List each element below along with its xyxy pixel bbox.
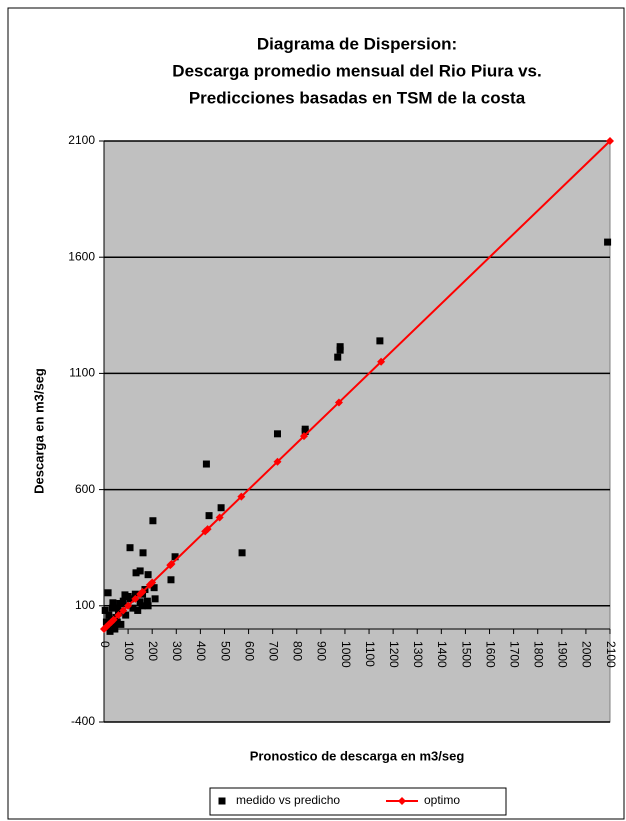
- y-tick-label: 2100: [68, 133, 95, 147]
- point: [273, 430, 281, 438]
- chart-title: Descarga promedio mensual del Rio Piura …: [172, 61, 541, 80]
- point: [114, 611, 123, 620]
- y-tick-label: 600: [75, 482, 95, 496]
- x-tick-label: 800: [291, 641, 305, 661]
- point: [205, 512, 213, 520]
- y-tick-label: 100: [75, 598, 95, 612]
- point: [117, 620, 125, 628]
- point: [113, 618, 121, 626]
- point: [376, 337, 384, 345]
- point: [116, 599, 124, 607]
- point: [334, 398, 343, 407]
- point: [203, 525, 212, 534]
- point: [139, 549, 147, 557]
- x-tick-label: 0: [98, 641, 112, 648]
- x-tick-label: 1700: [507, 641, 521, 668]
- point: [215, 513, 224, 522]
- point: [136, 567, 144, 575]
- point: [167, 576, 175, 584]
- x-tick-label: 2100: [604, 641, 618, 668]
- point: [148, 578, 157, 587]
- x-tick-label: 1100: [363, 641, 377, 667]
- y-tick-label: 1600: [68, 249, 95, 263]
- legend-marker: [218, 797, 226, 805]
- point: [119, 606, 128, 615]
- legend-marker: [398, 797, 406, 805]
- chart-title: Diagrama de Dispersion:: [257, 34, 457, 53]
- point: [273, 457, 282, 466]
- point: [106, 627, 114, 635]
- x-tick-label: 1000: [339, 641, 353, 668]
- point: [143, 597, 151, 605]
- point: [129, 604, 137, 612]
- point: [131, 594, 140, 603]
- point: [110, 620, 118, 628]
- point: [150, 584, 158, 592]
- x-tick-label: 1400: [435, 641, 449, 668]
- point: [604, 238, 612, 246]
- y-axis-title: Descarga en m3/seg: [31, 368, 46, 494]
- legend-label: medido vs predicho: [236, 793, 340, 807]
- x-tick-label: 600: [242, 641, 256, 661]
- point: [238, 549, 246, 557]
- legend-label: optimo: [424, 793, 460, 807]
- x-tick-label: 1500: [459, 641, 473, 668]
- point: [104, 589, 112, 597]
- point: [606, 137, 614, 145]
- point: [202, 460, 210, 468]
- point: [105, 611, 113, 619]
- plot-area: [103, 140, 611, 723]
- x-tick-label: 1800: [532, 641, 546, 668]
- point: [138, 587, 147, 596]
- point: [119, 597, 127, 605]
- point: [171, 553, 179, 561]
- point: [108, 604, 116, 612]
- point: [149, 517, 157, 525]
- chart-title: Predicciones basadas en TSM de la costa: [189, 88, 526, 107]
- point: [144, 602, 152, 610]
- x-tick-label: 1200: [387, 641, 401, 668]
- point: [131, 590, 139, 598]
- point: [109, 615, 118, 624]
- x-tick-label: 2000: [580, 641, 594, 668]
- point: [122, 611, 130, 619]
- legend: [209, 787, 507, 816]
- x-tick-label: 1300: [411, 641, 425, 668]
- y-tick-label: -400: [71, 714, 95, 728]
- point: [334, 353, 342, 361]
- x-tick-label: 500: [218, 641, 232, 661]
- x-tick-label: 200: [146, 641, 160, 661]
- point: [136, 598, 144, 606]
- x-tick-label: 700: [266, 641, 280, 661]
- point: [101, 606, 109, 614]
- point: [127, 595, 135, 603]
- point: [102, 618, 110, 626]
- point: [114, 604, 122, 612]
- point: [217, 504, 225, 512]
- x-tick-label: 300: [170, 641, 184, 661]
- point: [167, 559, 176, 568]
- point: [299, 432, 308, 441]
- point: [109, 599, 117, 607]
- point: [237, 492, 246, 501]
- point: [301, 428, 309, 435]
- x-tick-label: 1900: [556, 641, 570, 668]
- point: [138, 602, 146, 610]
- point: [144, 571, 152, 579]
- x-tick-label: 1600: [483, 641, 497, 668]
- x-tick-label: 900: [315, 641, 329, 661]
- point: [111, 625, 119, 633]
- x-axis-title: Pronostico de descarga en m3/seg: [250, 748, 465, 763]
- point: [336, 346, 344, 354]
- point: [126, 544, 134, 552]
- point: [134, 606, 142, 614]
- point: [377, 357, 386, 366]
- y-tick-label: 1100: [69, 366, 95, 380]
- x-tick-label: 100: [122, 641, 136, 661]
- x-tick-label: 400: [194, 641, 208, 661]
- point: [151, 595, 159, 603]
- point: [132, 569, 140, 577]
- point: [124, 601, 133, 610]
